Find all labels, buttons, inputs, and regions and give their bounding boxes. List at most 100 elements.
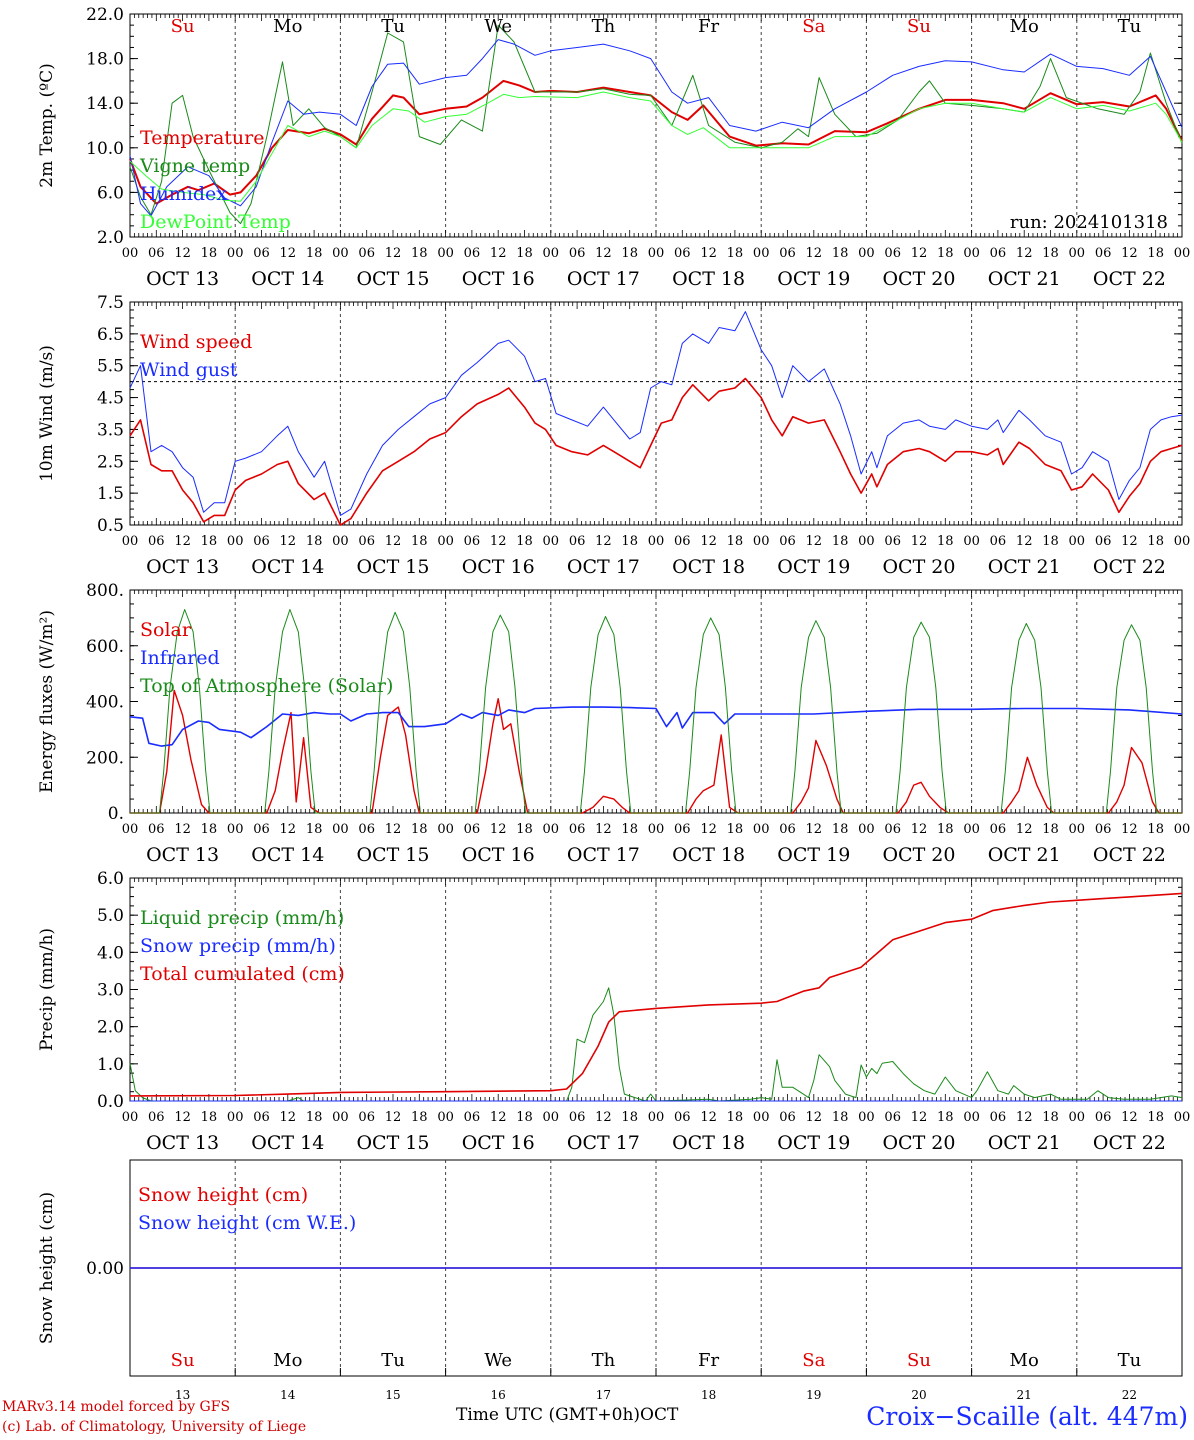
hour-label: 18 [937, 534, 954, 549]
weekday-label-bottom: Su [907, 1350, 931, 1371]
date-label: OCT 21 [988, 844, 1061, 866]
series-line [129, 91, 1183, 202]
hour-label: 12 [1121, 534, 1138, 549]
date-label: OCT 21 [988, 268, 1061, 290]
series-line [129, 377, 1183, 526]
hour-label: 00 [858, 246, 875, 261]
hour-label: 18 [727, 822, 744, 837]
y-tick-label: 400. [86, 693, 124, 713]
hour-label: 18 [1042, 1110, 1059, 1125]
hour-label: 00 [1174, 1110, 1191, 1125]
y-axis-label: 2m Temp. (ºC) [37, 63, 57, 188]
y-tick-label: 14.0 [86, 94, 124, 114]
hour-label: 00 [1069, 534, 1086, 549]
hour-label: 18 [621, 246, 638, 261]
hour-label: 18 [1147, 1110, 1164, 1125]
hour-label: 12 [595, 246, 612, 261]
weekday-label-top: Tu [381, 16, 405, 37]
day-number-label: 16 [491, 1388, 506, 1402]
hour-label: 06 [358, 534, 375, 549]
hour-label: 00 [1069, 246, 1086, 261]
series-line [130, 609, 1182, 814]
hour-label: 12 [1016, 534, 1033, 549]
hour-label: 06 [464, 534, 481, 549]
hour-label: 18 [832, 246, 849, 261]
date-label: OCT 13 [146, 844, 219, 866]
hour-label: 12 [700, 822, 717, 837]
date-label: OCT 22 [1093, 556, 1166, 578]
hour-label: 06 [674, 534, 691, 549]
month-label: OCT [640, 1405, 679, 1425]
weekday-label-bottom: Tu [381, 1350, 405, 1371]
hour-label: 12 [280, 822, 297, 837]
date-label: OCT 17 [567, 844, 640, 866]
weekday-label-bottom: Sa [802, 1350, 825, 1371]
hour-label: 18 [411, 246, 428, 261]
series-line [129, 706, 1183, 747]
hour-label: 18 [411, 534, 428, 549]
hour-label: 06 [884, 822, 901, 837]
hour-label: 18 [201, 822, 218, 837]
date-label: OCT 20 [882, 556, 955, 578]
hour-label: 12 [385, 534, 402, 549]
hour-label: 06 [674, 822, 691, 837]
legend-entry: DewPoint Temp [140, 211, 291, 233]
y-tick-label: 800. [86, 581, 124, 601]
hour-label: 06 [464, 1110, 481, 1125]
weekday-label-top: Su [171, 16, 195, 37]
date-label: OCT 17 [567, 1132, 640, 1154]
y-axis-label: 10m Wind (m/s) [37, 345, 57, 482]
hour-label: 18 [1042, 822, 1059, 837]
hour-label: 12 [911, 1110, 928, 1125]
date-label: OCT 21 [988, 556, 1061, 578]
hour-label: 18 [306, 1110, 323, 1125]
hour-label: 00 [963, 822, 980, 837]
hour-label: 18 [621, 822, 638, 837]
hour-label: 00 [227, 1110, 244, 1125]
hour-label: 00 [648, 822, 665, 837]
hour-label: 18 [727, 246, 744, 261]
hour-label: 06 [990, 1110, 1007, 1125]
hour-label: 00 [227, 822, 244, 837]
hour-label: 06 [1095, 822, 1112, 837]
hour-label: 12 [806, 822, 823, 837]
hour-label: 12 [385, 246, 402, 261]
hour-label: 12 [280, 534, 297, 549]
hour-label: 06 [358, 1110, 375, 1125]
hour-label: 18 [411, 1110, 428, 1125]
weekday-label-top: Sa [802, 16, 825, 37]
y-tick-label: 6.0 [97, 869, 124, 889]
hour-label: 06 [569, 1110, 586, 1125]
hour-label: 06 [990, 246, 1007, 261]
hour-label: 18 [1147, 246, 1164, 261]
day-number-label: 18 [701, 1388, 716, 1402]
date-label: OCT 15 [356, 556, 429, 578]
legend-entry: Wind speed [140, 331, 252, 353]
hour-label: 00 [753, 246, 770, 261]
hour-label: 00 [1069, 1110, 1086, 1125]
hour-label: 12 [385, 1110, 402, 1125]
date-label: OCT 14 [251, 556, 324, 578]
hour-label: 06 [253, 534, 270, 549]
hour-label: 06 [148, 534, 165, 549]
hour-label: 00 [332, 246, 349, 261]
y-tick-label: 600. [86, 637, 124, 657]
y-axis-label: Snow height (cm) [37, 1192, 57, 1344]
y-tick-label: 1.5 [97, 484, 124, 504]
hour-label: 06 [674, 246, 691, 261]
y-tick-label: 4.0 [97, 943, 124, 963]
hour-label: 12 [174, 534, 191, 549]
hour-label: 18 [727, 534, 744, 549]
legend-entry: Snow height (cm) [138, 1184, 308, 1206]
hour-label: 12 [1016, 246, 1033, 261]
hour-label: 06 [884, 534, 901, 549]
hour-label: 00 [122, 246, 139, 261]
hour-label: 00 [1174, 246, 1191, 261]
hour-label: 00 [437, 534, 454, 549]
hour-label: 00 [332, 822, 349, 837]
panel-frame [129, 589, 1183, 814]
hour-label: 00 [963, 1110, 980, 1125]
hour-label: 12 [490, 246, 507, 261]
hour-label: 12 [1121, 246, 1138, 261]
